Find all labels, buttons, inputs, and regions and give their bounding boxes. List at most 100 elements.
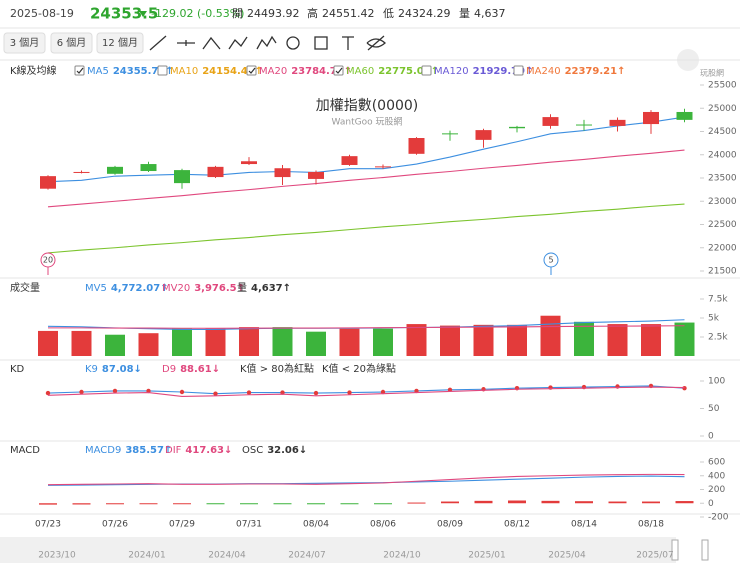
header-bar [0, 0, 740, 28]
stat-value: 4,637 [474, 7, 506, 20]
kd-note: K值 > 80為紅點 [240, 362, 314, 375]
k-dot [179, 389, 185, 395]
y-tick-label: -200 [708, 513, 729, 523]
range-button[interactable] [3, 32, 46, 54]
x-tick-label: 07/26 [102, 520, 128, 530]
candle-body [241, 161, 257, 165]
x-tick-label: 08/18 [638, 520, 664, 530]
y-tick-label: 50 [708, 404, 720, 414]
volume-bar [172, 328, 192, 356]
legend-entry: MA120 21929.79↑ [434, 66, 533, 77]
legend-value: 88.61↓ [180, 364, 220, 375]
chart-title: 加權指數(0000) [316, 98, 419, 114]
ma-checkbox[interactable] [513, 65, 524, 76]
ma-checkbox[interactable] [74, 65, 85, 76]
rect-tool[interactable] [314, 36, 328, 50]
range-label[interactable]: 12 個月 [102, 36, 138, 49]
legend-entry: MACD9 385.57↑ [85, 445, 172, 456]
candle-body [408, 138, 425, 154]
legend-value: 24154.49↑ [202, 66, 263, 77]
kd-note: K值 < 20為綠點 [322, 362, 396, 375]
legend-name: OSC [242, 445, 263, 456]
candle-body [509, 126, 525, 129]
legend-value: 417.63↓ [185, 445, 232, 456]
y-tick-label: 2.5k [708, 333, 728, 343]
candle-body [274, 168, 291, 178]
navigator-label: 2025/04 [548, 551, 586, 561]
x-tick-label: 08/09 [437, 520, 463, 530]
ma-checkbox[interactable] [246, 65, 257, 76]
legend-entry: MV20 3,976.5↑ [162, 283, 245, 294]
volume-bar [272, 327, 293, 356]
y-tick-label: 24000 [708, 150, 737, 160]
ma-checkbox[interactable] [333, 65, 344, 76]
panel-label: K線及均線 [10, 64, 57, 77]
navigator-handle[interactable] [701, 539, 709, 561]
x-tick-label: 07/31 [236, 520, 262, 530]
hide-tool[interactable] [366, 35, 386, 51]
stat-label: 開 [232, 7, 243, 20]
k-dot [246, 390, 252, 395]
osc-bar [139, 503, 158, 505]
candle-body [341, 156, 358, 165]
legend-entry: 量 4,637↑ [237, 282, 291, 294]
legend-value: 24355.72↑ [113, 66, 174, 77]
legend-value: 22775.04↑ [378, 66, 439, 77]
volume-bar [406, 324, 427, 356]
price: 24353.5 [90, 5, 158, 23]
candle-body [542, 117, 559, 126]
k-dot [79, 389, 84, 395]
angle-tool[interactable] [202, 36, 221, 50]
line [47, 149, 685, 208]
range-label[interactable]: 6 個月 [57, 36, 87, 49]
volume-bar [105, 334, 125, 356]
legend-entry: MV5 4,772.07↑ [85, 283, 169, 294]
volume-bar [674, 322, 695, 356]
stat-value: 24493.92 [247, 7, 300, 20]
osc-bar [642, 501, 660, 504]
navigator-track[interactable] [0, 537, 676, 563]
volume-bar [306, 331, 326, 356]
circle-tool[interactable] [286, 36, 300, 50]
candle-body [676, 111, 693, 120]
legend-name: K9 [85, 364, 98, 375]
range-button[interactable] [50, 32, 93, 54]
legend-name: DIF [165, 445, 182, 456]
navigator-label: 2025/07 [636, 551, 673, 561]
y-tick-label: 25000 [708, 104, 737, 114]
trend-line-tool[interactable] [149, 35, 167, 51]
legend-entry: D9 88.61↓ [162, 364, 220, 375]
y-tick-label: 100 [708, 377, 725, 387]
legend-value: 4,637↑ [251, 283, 291, 294]
navigator-label: 2024/01 [128, 551, 165, 561]
line [47, 203, 685, 254]
volume-bar [138, 333, 159, 356]
wave-tool[interactable] [228, 36, 248, 50]
legend-entry: MA20 23784.72↑ [259, 66, 352, 77]
volume-bar [239, 327, 259, 356]
range-button[interactable] [96, 32, 144, 54]
stat: 高 24551.42 [307, 6, 375, 20]
navigator-label: 2024/04 [208, 551, 246, 561]
stat: 量 4,637 [459, 7, 506, 20]
annotation-badge [40, 252, 56, 268]
legend-entry: MA60 22775.04↑ [346, 66, 439, 77]
legend-name: 量 [237, 282, 247, 294]
horizontal-line-tool[interactable] [177, 40, 195, 46]
volume-bar [38, 330, 58, 356]
ma-checkbox[interactable] [421, 65, 432, 76]
candle-body [140, 164, 157, 172]
multi-wave-tool[interactable] [256, 35, 277, 50]
osc-bar [307, 503, 325, 505]
line [47, 386, 685, 397]
ma-checkbox[interactable] [157, 65, 168, 76]
osc-bar [374, 503, 392, 505]
range-label[interactable]: 3 個月 [10, 36, 40, 49]
legend-value: 22379.21↑ [565, 66, 626, 77]
text-tool[interactable] [342, 36, 354, 50]
k-dot [146, 388, 151, 394]
candle-body [308, 171, 324, 179]
osc-bar [39, 503, 57, 505]
navigator-handle[interactable] [671, 539, 679, 561]
